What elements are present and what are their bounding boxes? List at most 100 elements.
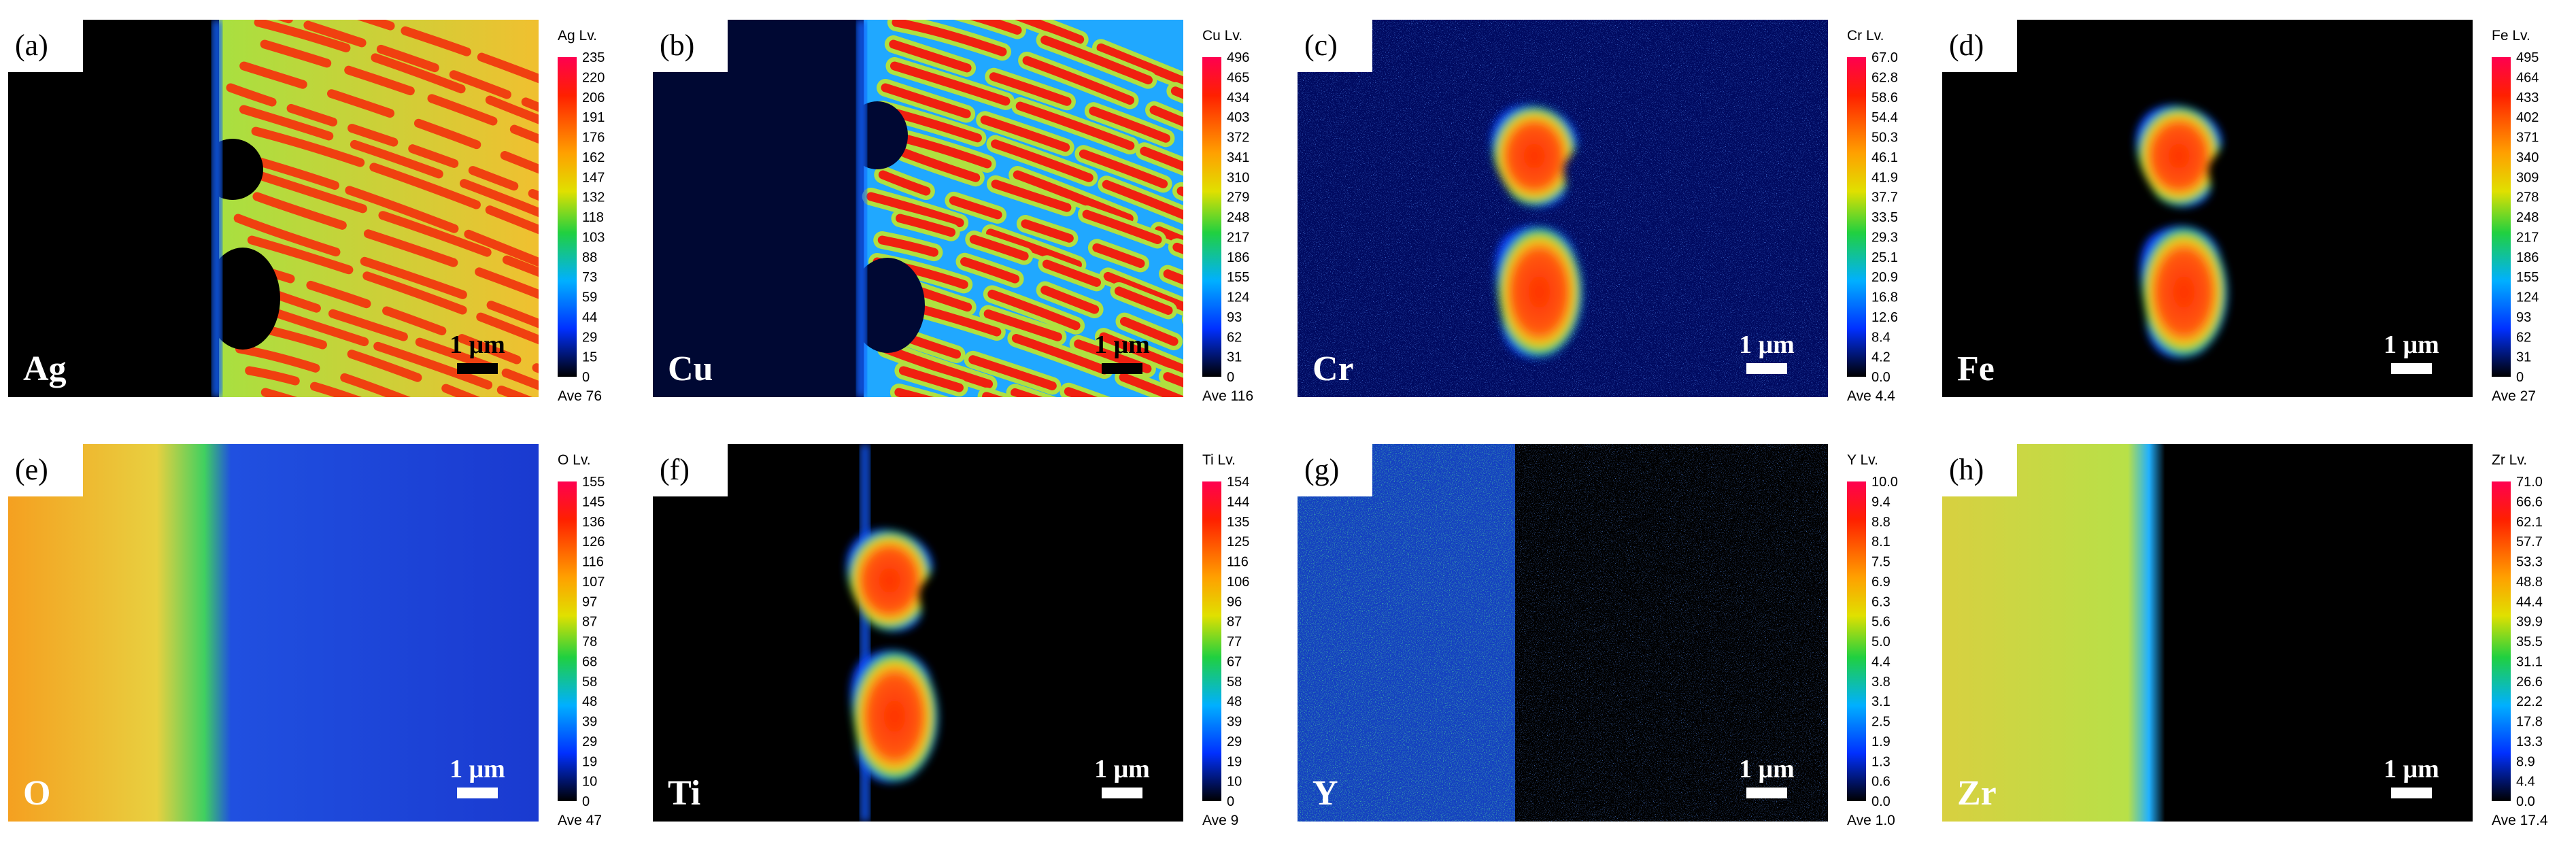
colorbar-tick-label: 217	[2516, 230, 2539, 245]
colorbar-tick-label: 162	[582, 150, 605, 165]
colorbar-tick-label: 31.1	[2516, 654, 2543, 669]
colorbar-tick-label: 58	[1227, 675, 1242, 690]
colorbar-tick-label: 235	[582, 50, 605, 65]
panel-label: (h)	[1949, 453, 1984, 486]
scale-bar	[2391, 363, 2432, 374]
label-box	[8, 20, 83, 72]
colorbar-tick-label: 4.4	[1871, 654, 1891, 669]
colorbar-tick-label: 402	[2516, 110, 2539, 125]
colorbar-tick-label: 107	[582, 575, 605, 590]
colorbar	[2492, 57, 2511, 377]
colorbar	[1847, 57, 1866, 377]
scale-label: 1 μm	[2384, 331, 2439, 359]
colorbar-tick-label: 31	[1227, 350, 1242, 365]
average-label: Ave 76	[558, 388, 602, 404]
stripe	[889, 39, 1183, 150]
colorbar-tick-label: 4.2	[1871, 350, 1891, 365]
colorbar-tick-label: 0.6	[1871, 775, 1891, 790]
scale-label: 1 μm	[1094, 755, 1150, 783]
stripe	[881, 83, 1183, 197]
panel-label: (d)	[1949, 29, 1984, 62]
colorbar-tick-label: 0	[582, 370, 590, 385]
colorbar-tick-label: 29	[1227, 734, 1242, 749]
colorbar-tick-label: 10.0	[1871, 475, 1898, 490]
scale-bar	[1746, 363, 1787, 374]
colorbar	[558, 481, 577, 801]
colorbar-tick-label: 8.4	[1871, 330, 1891, 345]
colorbar-tick-label: 8.8	[1871, 515, 1891, 530]
map	[1298, 444, 1828, 822]
stripe	[233, 214, 539, 328]
colorbar-tick-label: 310	[1227, 170, 1249, 185]
colorbar-tick-label: 8.9	[2516, 754, 2535, 769]
colorbar-tick-label: 20.9	[1871, 270, 1898, 285]
panel-label: (b)	[660, 29, 694, 62]
colorbar-title: O Lv.	[558, 452, 591, 468]
colorbar-tick-label: 62.8	[1871, 70, 1898, 85]
label-box	[1298, 20, 1372, 72]
colorbar-tick-label: 93	[1227, 310, 1242, 325]
colorbar-tick-label: 248	[1227, 210, 1249, 225]
average-label: Ave 47	[558, 813, 602, 828]
scale-bar	[1102, 788, 1142, 798]
colorbar-title: Fe Lv.	[2492, 28, 2530, 44]
colorbar-tick-label: 87	[1227, 615, 1242, 630]
colorbar-tick-label: 62	[1227, 330, 1242, 345]
stripe	[241, 279, 539, 390]
colorbar-tick-label: 6.3	[1871, 594, 1891, 609]
colorbar-tick-label: 33.5	[1871, 210, 1898, 225]
label-box	[1942, 444, 2017, 496]
scale-bar	[1746, 788, 1787, 798]
stripe	[881, 344, 1043, 397]
scale-label: 1 μm	[1739, 331, 1795, 359]
average-label: Ave 9	[1202, 813, 1238, 828]
scale-bar	[1102, 363, 1142, 374]
element-label: Ti	[668, 774, 700, 813]
colorbar-tick-label: 44	[582, 310, 597, 325]
stripe	[356, 20, 539, 84]
colorbar-tick-label: 155	[1227, 270, 1249, 285]
colorbar-tick-label: 220	[582, 70, 605, 85]
colorbar-tick-label: 191	[582, 110, 605, 125]
colorbar-tick-label: 78	[582, 634, 597, 649]
colorbar-tick-label: 116	[1227, 555, 1249, 570]
colorbar-tick-label: 12.6	[1871, 310, 1898, 325]
colorbar-tick-label: 15	[582, 350, 597, 365]
colorbar-tick-label: 87	[582, 615, 597, 630]
colorbar-tick-label: 29	[582, 734, 597, 749]
colorbar-tick-label: 66.6	[2516, 494, 2543, 509]
panel-label: (a)	[15, 29, 48, 62]
colorbar-tick-label: 68	[582, 654, 597, 669]
label-box	[1942, 20, 2017, 72]
colorbar-tick-label: 136	[582, 515, 605, 530]
colorbar-tick-label: 434	[1227, 90, 1249, 105]
scale-label: 1 μm	[1739, 755, 1795, 783]
colorbar-tick-label: 0	[1227, 794, 1234, 809]
colorbar-tick-label: 31	[2516, 350, 2531, 365]
colorbar-tick-label: 54.4	[1871, 110, 1898, 125]
colorbar-tick-label: 48	[582, 694, 597, 709]
label-box	[8, 444, 83, 496]
colorbar-tick-label: 10	[582, 775, 597, 790]
blob	[1495, 226, 1583, 358]
colorbar-tick-label: 5.6	[1871, 615, 1891, 630]
colorbar-tick-label: 124	[1227, 290, 1249, 305]
colorbar-tick-label: 118	[582, 210, 604, 225]
colorbar-tick-label: 154	[1227, 475, 1249, 490]
colorbar-tick-label: 39	[1227, 715, 1242, 730]
colorbar-tick-label: 1.9	[1871, 734, 1891, 749]
stripe	[251, 126, 539, 235]
colorbar-tick-label: 29.3	[1871, 230, 1898, 245]
average-label: Ave 1.0	[1847, 813, 1895, 828]
stripe	[1014, 20, 1183, 86]
average-label: Ave 4.4	[1847, 388, 1895, 404]
stripe	[894, 279, 1183, 388]
blob	[1491, 105, 1578, 207]
panel-label: (c)	[1304, 29, 1338, 62]
blob	[2135, 105, 2222, 207]
stripe	[866, 192, 1183, 311]
colorbar-tick-label: 465	[1227, 70, 1249, 85]
colorbar-title: Ti Lv.	[1202, 452, 1236, 468]
